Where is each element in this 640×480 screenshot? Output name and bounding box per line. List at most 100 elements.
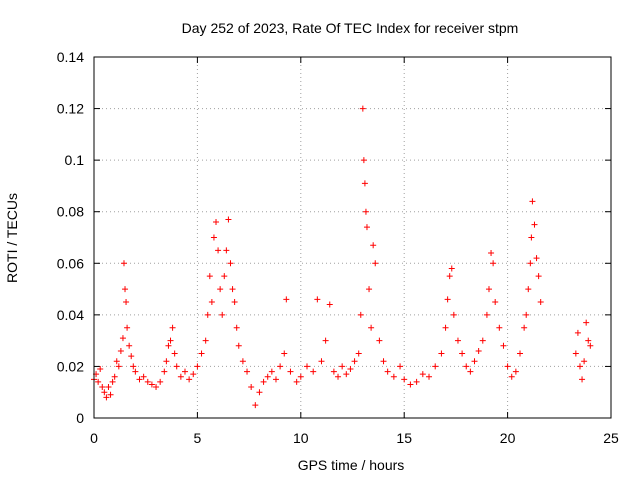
- x-axis-ticks: 0 5 10 15 20 25: [90, 57, 619, 446]
- data-point: [130, 363, 137, 370]
- data-point: [581, 358, 588, 365]
- data-point: [360, 157, 367, 164]
- data-point: [467, 368, 474, 375]
- data-point: [123, 298, 130, 305]
- data-point: [523, 311, 530, 318]
- chart-title: Day 252 of 2023, Rate Of TEC Index for r…: [182, 20, 519, 36]
- data-point: [442, 324, 449, 331]
- data-point: [304, 363, 311, 370]
- data-point: [215, 247, 222, 254]
- data-point: [268, 368, 275, 375]
- data-point: [459, 350, 466, 357]
- data-point: [277, 363, 284, 370]
- data-point: [231, 298, 238, 305]
- data-point: [528, 234, 535, 241]
- data-point: [244, 368, 251, 375]
- data-point: [293, 378, 300, 385]
- data-point: [318, 358, 325, 365]
- data-point: [384, 368, 391, 375]
- data-point: [527, 260, 534, 267]
- data-point: [390, 373, 397, 380]
- data-point: [504, 363, 511, 370]
- data-point: [585, 337, 592, 344]
- data-point: [401, 376, 408, 383]
- y-tick-label: 0.08: [57, 204, 84, 220]
- data-point: [508, 373, 515, 380]
- data-point: [572, 350, 579, 357]
- data-point: [111, 373, 118, 380]
- data-point: [380, 358, 387, 365]
- data-point: [363, 224, 370, 231]
- data-point: [163, 358, 170, 365]
- data-point: [496, 324, 503, 331]
- data-point: [272, 376, 279, 383]
- data-point: [177, 373, 184, 380]
- data-point: [310, 368, 317, 375]
- data-point: [103, 394, 110, 401]
- y-tick-label: 0.04: [57, 307, 84, 323]
- y-axis-ticks: 0 0.02 0.04 0.06 0.08 0.1 0.12 0.14: [57, 49, 611, 426]
- data-point: [252, 402, 259, 409]
- data-point: [198, 350, 205, 357]
- data-point: [362, 208, 369, 215]
- data-point: [326, 301, 333, 308]
- data-point: [576, 363, 583, 370]
- data-point: [161, 368, 168, 375]
- data-point: [128, 353, 135, 360]
- data-point: [132, 368, 139, 375]
- data-point: [136, 376, 143, 383]
- data-point: [500, 342, 507, 349]
- data-point: [471, 358, 478, 365]
- y-tick-label: 0.06: [57, 255, 84, 271]
- data-point: [426, 373, 433, 380]
- data-point: [335, 373, 342, 380]
- data-point: [517, 350, 524, 357]
- data-point: [488, 249, 495, 256]
- x-tick-label: 20: [500, 430, 516, 446]
- data-point: [533, 255, 540, 262]
- data-point: [223, 247, 230, 254]
- data-point: [97, 366, 104, 373]
- data-point: [186, 376, 193, 383]
- x-tick-label: 5: [194, 430, 202, 446]
- data-point: [264, 373, 271, 380]
- data-point: [444, 296, 451, 303]
- data-point: [202, 337, 209, 344]
- data-points: [91, 105, 594, 409]
- data-point: [370, 242, 377, 249]
- data-point: [124, 324, 131, 331]
- x-tick-label: 10: [293, 430, 309, 446]
- data-point: [169, 324, 176, 331]
- data-point: [225, 216, 232, 223]
- data-point: [343, 371, 350, 378]
- data-point: [531, 221, 538, 228]
- data-point: [213, 219, 220, 226]
- data-point: [122, 286, 129, 293]
- data-point: [219, 311, 226, 318]
- data-point: [446, 273, 453, 280]
- data-point: [587, 342, 594, 349]
- data-point: [281, 350, 288, 357]
- data-point: [221, 273, 228, 280]
- data-point: [181, 368, 188, 375]
- data-point: [208, 298, 215, 305]
- x-tick-label: 25: [603, 430, 619, 446]
- data-point: [368, 324, 375, 331]
- y-tick-label: 0.1: [65, 152, 85, 168]
- data-point: [407, 381, 414, 388]
- data-point: [432, 363, 439, 370]
- data-point: [233, 324, 240, 331]
- data-point: [101, 389, 108, 396]
- data-point: [347, 366, 354, 373]
- data-point: [492, 298, 499, 305]
- data-point: [117, 347, 124, 354]
- data-point: [314, 296, 321, 303]
- data-point: [229, 286, 236, 293]
- data-point: [339, 363, 346, 370]
- data-point: [95, 378, 102, 385]
- data-point: [113, 358, 120, 365]
- data-point: [574, 329, 581, 336]
- y-tick-label: 0.02: [57, 358, 84, 374]
- data-point: [119, 335, 126, 342]
- data-point: [126, 342, 133, 349]
